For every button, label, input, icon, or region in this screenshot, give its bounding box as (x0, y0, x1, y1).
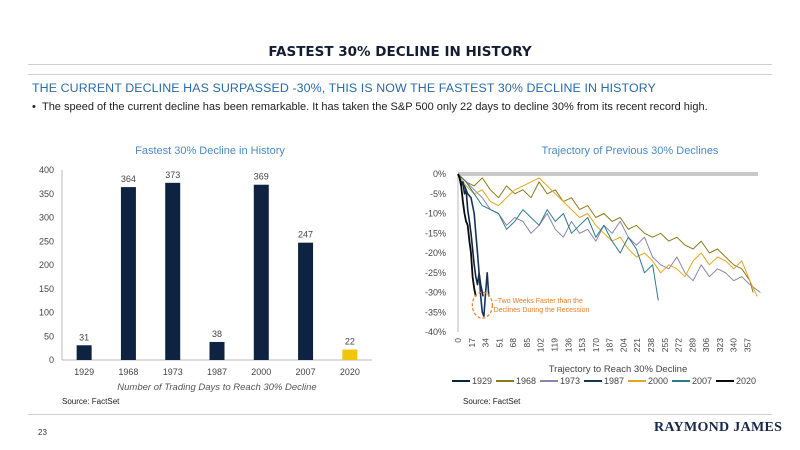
series-line-1987 (457, 173, 490, 317)
x-tick-label: 238 (646, 338, 656, 352)
y-tick-label: 100 (39, 308, 54, 318)
bar-1968 (120, 187, 136, 360)
footer-divider (28, 414, 772, 415)
y-tick-label: -25% (425, 268, 446, 278)
legend-label: 2020 (736, 376, 756, 386)
legend-label: 1929 (472, 376, 492, 386)
subtitle-divider (28, 74, 772, 75)
y-tick-label: 400 (39, 165, 54, 175)
bar-value-label: 247 (298, 230, 313, 240)
line-chart-title: Trajectory of Previous 30% Declines (541, 145, 719, 157)
x-tick-label: 102 (536, 338, 546, 352)
x-axis-title: Trajectory to Reach 30% Decline (549, 364, 688, 375)
x-tick-label: 1929 (74, 367, 94, 377)
annotation-text: ~Two Weeks Faster than the Declines Durin… (494, 298, 590, 314)
bar-2000 (253, 184, 269, 360)
y-tick-label: -40% (425, 327, 446, 337)
x-tick-label: 204 (618, 338, 628, 352)
y-tick-label: -5% (430, 189, 446, 199)
x-tick-label: 17 (467, 338, 477, 348)
annotation-line: ~Two Weeks Faster than the (494, 298, 583, 305)
x-tick-label: 68 (508, 338, 518, 348)
legend-label: 1968 (516, 376, 536, 386)
x-tick-label: 323 (715, 338, 725, 352)
page-number: 23 (38, 428, 47, 437)
x-tick-label: 1987 (207, 367, 227, 377)
bar-1987 (209, 341, 225, 360)
y-tick-label: 350 (39, 189, 54, 199)
x-tick-label: 2000 (251, 367, 271, 377)
bullet-text-row: • The speed of the current decline has b… (32, 101, 708, 113)
x-tick-label: 136 (563, 338, 573, 352)
x-tick-label: 153 (577, 338, 587, 352)
series-line-1973 (457, 173, 761, 293)
annotation-circle (471, 291, 493, 319)
y-tick-label: 300 (39, 213, 54, 223)
x-tick-label: 85 (522, 338, 532, 348)
bar-value-label: 38 (212, 329, 222, 339)
y-tick-label: 250 (39, 236, 54, 246)
series-line-2020 (457, 173, 477, 297)
slide-subtitle: THE CURRENT DECLINE HAS SURPASSED -30%, … (32, 81, 656, 95)
x-tick-label: 340 (729, 338, 739, 352)
x-tick-label: 272 (674, 338, 684, 352)
y-tick-label: -15% (425, 228, 446, 238)
y-tick-label: 0 (49, 355, 54, 365)
x-tick-label: 1968 (118, 367, 138, 377)
title-divider (28, 64, 772, 65)
bar-value-label: 369 (254, 172, 269, 182)
x-tick-label: 187 (605, 338, 615, 352)
y-tick-label: 200 (39, 260, 54, 270)
bullet-dot: • (32, 101, 42, 113)
y-tick-label: -30% (425, 288, 446, 298)
series-line-1968 (457, 173, 754, 293)
raymond-james-logo: RAYMOND JAMES (654, 420, 783, 435)
line-chart-source: Source: FactSet (463, 397, 521, 406)
series-line-2007 (457, 173, 659, 301)
x-tick-label: 357 (742, 338, 752, 352)
bar-2020 (342, 349, 358, 360)
bullet-text: The speed of the current decline has bee… (41, 101, 708, 113)
slide-title: FASTEST 30% DECLINE IN HISTORY (268, 44, 532, 60)
bar-1973 (165, 182, 181, 360)
x-tick-label: 289 (687, 338, 697, 352)
bar-chart: 0 50 100 150 200 250 300 350 400 31 1929 364 1968 373… (39, 165, 372, 393)
y-tick-label: -10% (425, 209, 446, 219)
bar-chart-title: Fastest 30% Decline in History (135, 145, 285, 157)
x-tick-label: 2020 (340, 367, 360, 377)
bar-value-label: 31 (79, 332, 89, 342)
x-tick-label: 306 (701, 338, 711, 352)
legend-label: 1987 (604, 376, 624, 386)
y-tick-label: 50 (44, 331, 54, 341)
y-tick-label: 0% (433, 169, 446, 179)
legend-label: 2000 (648, 376, 668, 386)
x-tick-label: 2007 (296, 367, 316, 377)
x-tick-label: 34 (481, 338, 491, 348)
x-axis-title: Number of Trading Days to Reach 30% Decl… (117, 382, 316, 393)
legend-label: 1973 (560, 376, 580, 386)
x-tick-label: 119 (549, 338, 559, 352)
legend-label: 2007 (692, 376, 712, 386)
bar-1929 (76, 345, 92, 360)
bar-value-label: 22 (345, 337, 355, 347)
bar-value-label: 373 (165, 170, 180, 180)
x-tick-label: 0 (453, 338, 463, 343)
x-tick-label: 221 (632, 338, 642, 352)
y-tick-label: -20% (425, 248, 446, 258)
y-tick-label: -35% (425, 307, 446, 317)
x-tick-label: 255 (660, 338, 670, 352)
x-tick-label: 1973 (163, 367, 183, 377)
bar-value-label: 364 (121, 174, 136, 184)
y-tick-label: 150 (39, 284, 54, 294)
bar-2007 (298, 242, 314, 360)
x-tick-label: 51 (494, 338, 504, 348)
x-tick-label: 170 (591, 338, 601, 352)
series-line-2000 (457, 173, 758, 297)
line-chart: 0% -5% -10% -15% -20% -25% -30% -35% -40% 0 17 34 51… (425, 169, 761, 386)
bar-chart-source: Source: FactSet (62, 397, 120, 406)
annotation-line: Declines During the Recession (494, 307, 590, 314)
